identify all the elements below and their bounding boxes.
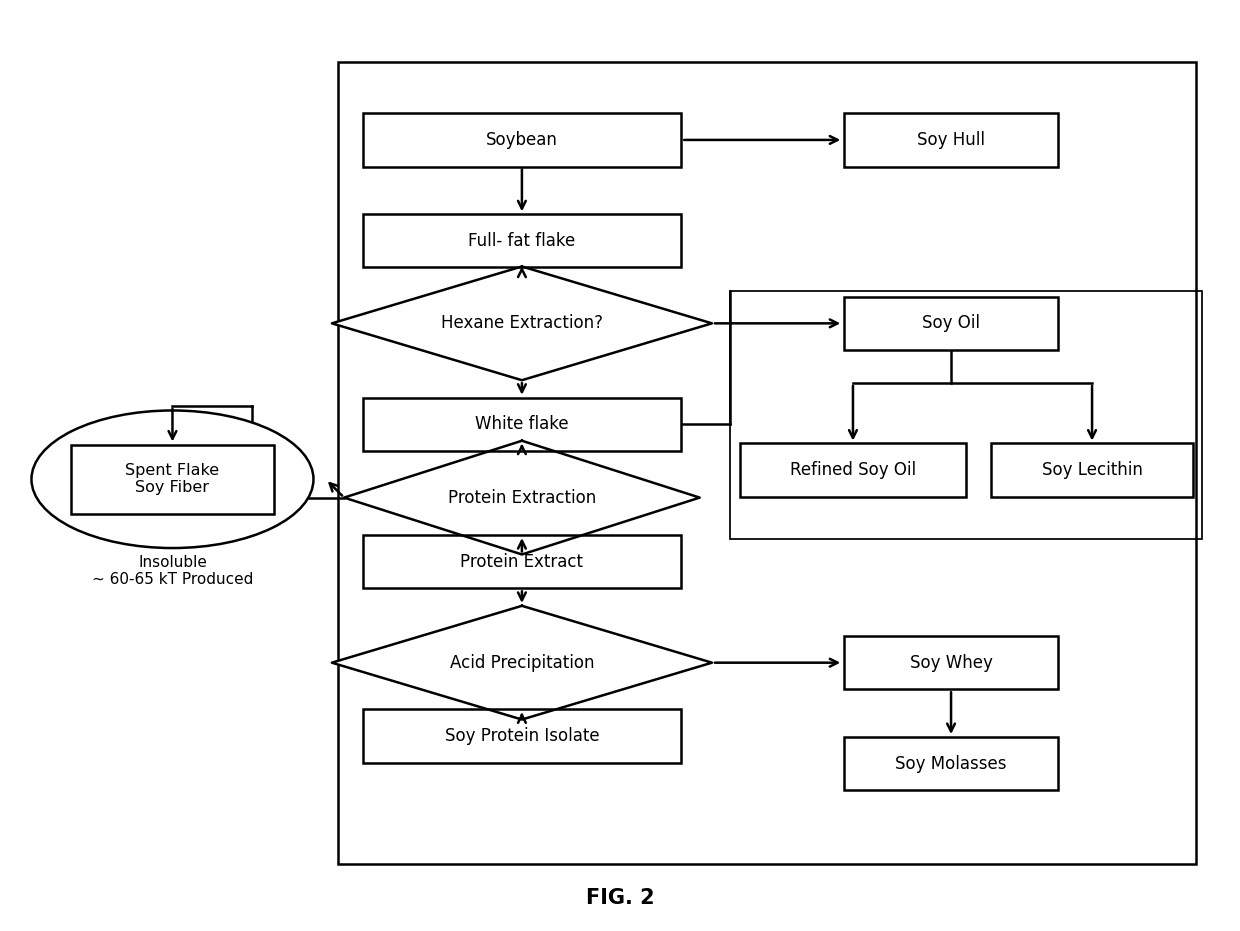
FancyBboxPatch shape [362, 114, 681, 167]
Polygon shape [332, 266, 712, 380]
Text: Soy Lecithin: Soy Lecithin [1042, 461, 1142, 479]
FancyBboxPatch shape [843, 297, 1058, 350]
Ellipse shape [31, 411, 314, 548]
Polygon shape [345, 440, 699, 555]
Text: Hexane Extraction?: Hexane Extraction? [441, 315, 603, 332]
Text: Spent Flake
Soy Fiber: Spent Flake Soy Fiber [125, 463, 219, 495]
FancyBboxPatch shape [362, 535, 681, 588]
Text: Refined Soy Oil: Refined Soy Oil [790, 461, 916, 479]
FancyBboxPatch shape [843, 114, 1058, 167]
Text: Protein Extraction: Protein Extraction [448, 489, 596, 506]
Text: Soy Hull: Soy Hull [918, 131, 985, 149]
FancyBboxPatch shape [362, 214, 681, 267]
FancyBboxPatch shape [843, 737, 1058, 790]
Text: Soybean: Soybean [486, 131, 558, 149]
Text: Insoluble
~ 60-65 kT Produced: Insoluble ~ 60-65 kT Produced [92, 555, 253, 587]
FancyBboxPatch shape [362, 398, 681, 451]
Text: Protein Extract: Protein Extract [460, 553, 583, 571]
FancyBboxPatch shape [739, 443, 966, 496]
Text: Soy Protein Isolate: Soy Protein Isolate [445, 727, 599, 745]
FancyBboxPatch shape [991, 443, 1193, 496]
Text: Full- fat flake: Full- fat flake [469, 232, 575, 250]
FancyBboxPatch shape [362, 709, 681, 762]
FancyBboxPatch shape [72, 445, 274, 514]
Text: Soy Whey: Soy Whey [910, 654, 992, 671]
Text: FIG. 2: FIG. 2 [585, 888, 655, 909]
Text: Acid Precipitation: Acid Precipitation [450, 654, 594, 671]
Polygon shape [332, 606, 712, 720]
Text: White flake: White flake [475, 415, 569, 433]
FancyBboxPatch shape [843, 636, 1058, 689]
Text: Soy Oil: Soy Oil [923, 315, 980, 332]
Text: Soy Molasses: Soy Molasses [895, 754, 1007, 773]
